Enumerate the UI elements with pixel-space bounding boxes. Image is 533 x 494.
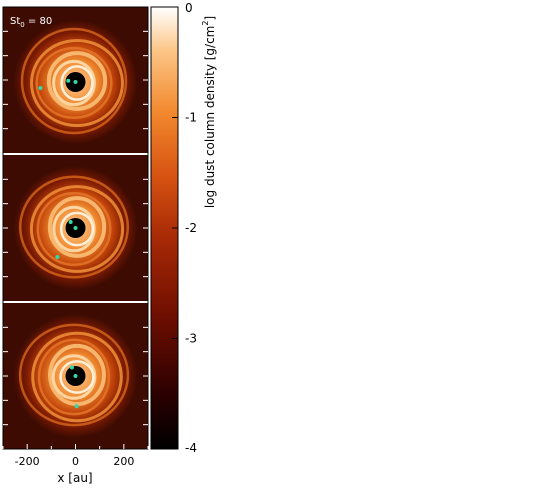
planet-marker xyxy=(38,86,43,91)
x-tick-label: 200 xyxy=(113,455,134,468)
colorbar-tick-label: -4 xyxy=(185,441,197,455)
dust-ring xyxy=(47,196,107,258)
dust-ring xyxy=(35,47,113,119)
dust-ring xyxy=(31,331,123,423)
panel-top xyxy=(3,7,148,153)
x-axis: -200 0 200 xyxy=(2,444,149,468)
dust-ring xyxy=(30,38,124,128)
planet-marker xyxy=(73,374,78,378)
dust-ring xyxy=(37,338,111,416)
x-tick-label: -200 xyxy=(15,455,40,468)
planet-marker xyxy=(69,365,74,370)
y-ticks xyxy=(3,30,148,426)
colorbar-tick-label: -2 xyxy=(185,221,197,235)
dust-ring xyxy=(60,65,94,101)
dust-ring xyxy=(18,323,130,427)
dust-ring xyxy=(18,175,130,279)
dust-ring xyxy=(59,360,95,394)
planet-marker xyxy=(74,404,79,409)
dust-ring xyxy=(48,343,106,407)
planet-marker xyxy=(73,226,78,230)
panel-bottom xyxy=(3,303,148,449)
colorbar-tick-label: 0 xyxy=(185,1,193,15)
planet-marker xyxy=(68,219,73,224)
x-tick-label: 0 xyxy=(72,455,79,468)
x-axis-label: x [au] xyxy=(57,471,92,485)
dust-ring xyxy=(20,27,128,135)
colorbar-tick-label: -1 xyxy=(185,111,197,125)
planet-marker xyxy=(66,78,71,83)
planet-marker xyxy=(73,80,78,84)
planet-marker xyxy=(55,255,60,259)
dust-ring xyxy=(52,59,96,107)
panel-label: St0 = 80 xyxy=(10,16,52,29)
dust-ring xyxy=(36,191,112,267)
colorbar-ticks: 0 -1 -2 -3 -4 xyxy=(172,1,197,455)
dust-ring xyxy=(51,354,97,400)
dust-ring xyxy=(29,185,125,273)
colorbar-label: log dust column density [g/cm2] xyxy=(201,16,217,208)
dust-ring xyxy=(52,205,96,253)
colorbar-tick-label: -3 xyxy=(185,332,197,346)
dust-ring xyxy=(46,51,108,111)
panel-middle xyxy=(3,155,148,301)
dust-ring xyxy=(59,211,95,247)
